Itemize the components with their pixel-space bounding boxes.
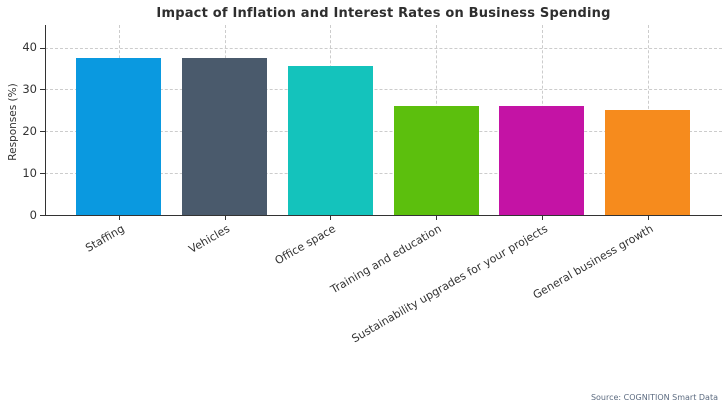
x-tick-label: General business growth [530,222,656,302]
y-axis-spine [45,25,46,215]
y-tick-label: 40 [22,40,37,55]
y-tick-mark [40,89,45,91]
source-note: Source: COGNITION Smart Data [590,393,718,402]
x-tick-label: Staffing [83,222,127,255]
y-tick-label: 30 [22,81,37,96]
x-tick-mark [541,215,543,220]
x-tick-mark [330,215,332,220]
plot-area [45,25,722,215]
bar-staffing [76,58,162,215]
y-tick-label: 20 [22,123,37,138]
bar-office-space [287,66,373,215]
y-tick-label: 10 [22,165,37,180]
bar-general-business-growth [605,110,691,215]
x-tick-label: Office space [273,222,339,268]
x-axis-spine [45,215,722,216]
x-tick-mark [224,215,226,220]
horizontal-gridline [45,173,722,175]
horizontal-gridline [45,47,722,49]
bar-training-and-education [393,106,479,215]
y-tick-mark [40,47,45,49]
x-tick-label: Training and education [328,222,445,297]
y-tick-label: 0 [29,207,37,222]
x-tick-label: Sustainability upgrades for your project… [349,222,550,346]
horizontal-gridline [45,89,722,91]
x-tick-label: Vehicles [186,222,233,256]
x-tick-mark [436,215,438,220]
x-tick-mark [118,215,120,220]
y-tick-mark [40,215,45,216]
y-tick-mark [40,173,45,175]
chart-title: Impact of Inflation and Interest Rates o… [156,6,611,21]
bar-vehicles [182,58,267,215]
bar-sustainability-upgrades-for-your-projects [499,106,585,215]
x-tick-mark [647,215,649,220]
horizontal-gridline [45,131,722,133]
y-tick-mark [40,131,45,133]
